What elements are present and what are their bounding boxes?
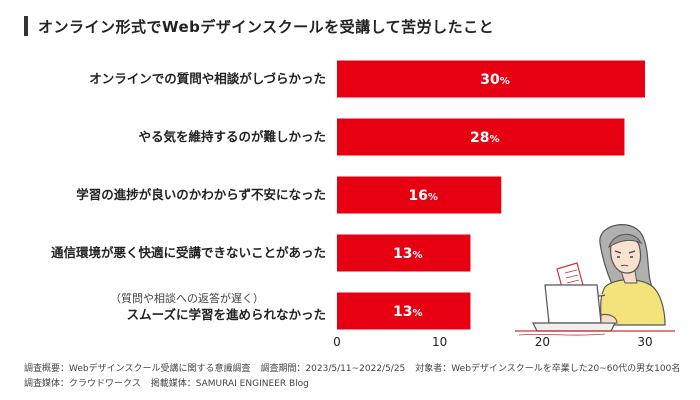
bar-4 — [337, 234, 471, 272]
bar-3 — [337, 176, 502, 214]
data-label-5: 13% — [393, 304, 423, 320]
chart-title: オンライン形式でWebデザインスクールを受講して苦労したこと — [24, 14, 494, 38]
x-tick-0: 0 — [333, 335, 341, 349]
data-label-4: 13% — [393, 246, 423, 262]
data-label-2: 28% — [470, 130, 500, 146]
bar-5 — [337, 292, 471, 330]
person-at-laptop-icon — [515, 224, 675, 336]
category-label-1: オンラインでの質問や相談がしづらかった — [89, 71, 326, 86]
title-text: オンライン形式でWebデザインスクールを受講して苦労したこと — [38, 17, 495, 36]
bar-2 — [337, 118, 625, 156]
category-label-3: 学習の進捗が良いのかわからず不安になった — [76, 187, 326, 202]
x-tick-30: 30 — [637, 335, 652, 349]
category-label-4: 通信環境が悪く快適に受講できないことがあった — [51, 245, 326, 260]
target-label: 対象者：Webデザインスクールを卒業した20~60代の男女100名 — [415, 364, 681, 374]
footer-notes: 調査概要：Webデザインスクール受講に関する意識調査 調査期間：2023/5/11… — [24, 362, 680, 392]
x-tick-20: 20 — [535, 335, 550, 349]
published-label: 掲載媒体：SAMURAI ENGINEER Blog — [150, 379, 309, 389]
data-label-3: 16% — [408, 188, 438, 204]
survey-label: 調査概要：Webデザインスクール受講に関する意識調査 — [24, 364, 251, 374]
category-label-5: スムーズに学習を進められなかった — [127, 307, 326, 322]
data-label-1: 30% — [480, 72, 510, 88]
category-label-2: やる気を維持するのが難しかった — [138, 129, 326, 144]
media-label: 調査媒体：クラウドワークス — [24, 379, 141, 389]
x-tick-10: 10 — [432, 335, 447, 349]
bar-1 — [337, 60, 645, 98]
category-note-5: （質問や相談への返答が遅く） — [110, 291, 264, 305]
title-accent-bar — [24, 16, 28, 36]
period-label: 調査期間：2023/5/11~2022/5/25 — [260, 364, 406, 374]
footer-line-1: 調査概要：Webデザインスクール受講に関する意識調査 調査期間：2023/5/11… — [24, 362, 680, 377]
footer-line-2: 調査媒体：クラウドワークス 掲載媒体：SAMURAI ENGINEER Blog — [24, 377, 680, 392]
